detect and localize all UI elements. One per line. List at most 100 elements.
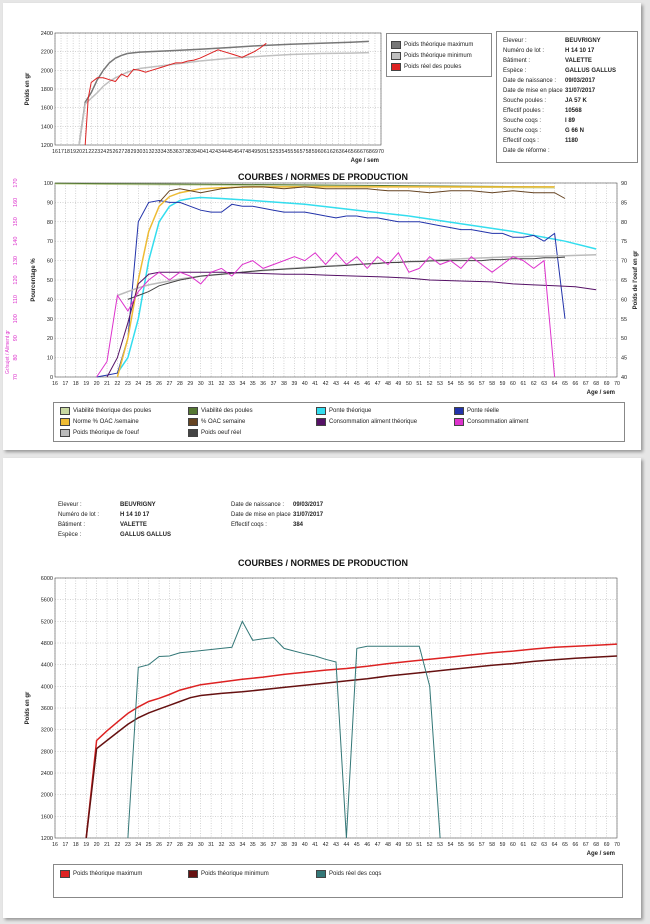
- y-tick-label: 1600: [41, 106, 53, 112]
- x-tick-label: 35: [250, 381, 256, 387]
- legend-swatch: [188, 417, 198, 426]
- x-tick-label: 38: [281, 381, 287, 387]
- info-row: Effectif poules : 10568: [503, 106, 616, 116]
- info-value: G 66 N: [565, 128, 585, 134]
- info-value: GALLUS GALLUS: [120, 532, 171, 538]
- weight-chart-roosters: 16 17 18 19 20 21 22 23 24 25 26 27 28 29 30 31 32 33 34 35…: [25, 576, 620, 857]
- legend-label: Poids théorique maximum: [404, 41, 474, 48]
- series-line: [54, 183, 555, 189]
- x-tick-label: 59: [500, 381, 506, 387]
- info-row: Numéro de lot : H 14 10 17: [58, 510, 171, 520]
- legend-item: Ponte théorique: [316, 406, 371, 415]
- x-tick-label: 27: [167, 381, 173, 387]
- x-tick-label: 34: [239, 842, 245, 848]
- x-tick-label: 44: [344, 842, 350, 848]
- legend-label: Norme % OAC /semaine: [73, 418, 139, 425]
- x-tick-label: 64: [552, 842, 558, 848]
- weight-chart-hens: 16 17 18 19 20 21 22 23 24 25 26 27 28 29 30 31 32 33 34 35…: [5, 31, 639, 396]
- info-key: Bâtiment :: [503, 58, 531, 64]
- x-tick-label: 47: [375, 842, 381, 848]
- x-tick-label: 47: [375, 381, 381, 387]
- right-tick-label: 85: [621, 200, 627, 206]
- x-tick-label: 52: [427, 381, 433, 387]
- series-line: [96, 251, 556, 378]
- info-value: 384: [293, 522, 304, 528]
- info-row: Bâtiment : VALETTE: [503, 56, 616, 66]
- left2-tick-label: 120: [13, 275, 19, 284]
- x-tick-label: 56: [468, 842, 474, 848]
- x-tick-label: 67: [583, 381, 589, 387]
- x-tick-label: 34: [161, 149, 167, 155]
- y-tick-label: 1200: [41, 836, 53, 842]
- x-tick-label: 68: [593, 842, 599, 848]
- x-tick-label: 38: [281, 842, 287, 848]
- left2-tick-label: 110: [13, 295, 19, 304]
- y-axis-title: Poids en gr: [25, 72, 31, 105]
- x-tick-label: 48: [385, 381, 391, 387]
- x-tick-label: 44: [221, 149, 227, 155]
- right-tick-label: 40: [621, 375, 627, 381]
- left2-axis-title: Gr/sujet / Aliment gr: [5, 330, 11, 374]
- y-tick-label: 0: [50, 375, 53, 381]
- x-tick-label: 51: [263, 149, 269, 155]
- y-tick-label: 3600: [41, 706, 53, 712]
- x-tick-label: 49: [396, 381, 402, 387]
- x-tick-label: 45: [354, 381, 360, 387]
- info-row: Bâtiment : VALETTE: [58, 520, 171, 530]
- info-value: 10568: [565, 108, 582, 114]
- info-key: Date de mise en place :: [503, 88, 563, 104]
- info-row: Espèce : GALLUS GALLUS: [503, 66, 616, 76]
- plot-frame: [54, 32, 382, 146]
- x-tick-label: 46: [364, 842, 370, 848]
- y-axis-title: Poids en gr: [25, 691, 31, 724]
- x-tick-label: 69: [604, 381, 610, 387]
- legend-item: Consommation aliment: [454, 417, 528, 426]
- info-value: I 89: [565, 118, 576, 124]
- x-axis-title: Age / sem: [587, 851, 615, 857]
- info-value: GALLUS GALLUS: [565, 68, 616, 74]
- info-key: Effectif coqs :: [503, 138, 539, 144]
- x-tick-label: 43: [215, 149, 221, 155]
- info-key: Espèce :: [58, 532, 82, 538]
- x-tick-label: 67: [360, 149, 366, 155]
- x-tick-label: 52: [269, 149, 275, 155]
- x-tick-label: 49: [251, 149, 257, 155]
- info-value: 09/03/2017: [293, 502, 324, 508]
- legend-item: Viabilité des poules: [188, 406, 253, 415]
- legend-swatch: [60, 406, 70, 415]
- info-key: Numéro de lot :: [58, 512, 100, 518]
- right-tick-label: 75: [621, 239, 627, 245]
- x-tick-label: 36: [260, 381, 266, 387]
- y-tick-label: 2200: [41, 50, 53, 56]
- x-tick-label: 21: [104, 381, 110, 387]
- x-tick-label: 46: [364, 381, 370, 387]
- x-tick-label: 18: [73, 381, 79, 387]
- y-tick-label: 10: [47, 356, 53, 362]
- left2-tick-label: 150: [13, 217, 19, 226]
- legend-swatch: [188, 869, 198, 878]
- x-tick-label: 17: [63, 842, 69, 848]
- right-tick-label: 50: [621, 336, 627, 342]
- x-tick-label: 30: [198, 842, 204, 848]
- x-tick-label: 29: [187, 381, 193, 387]
- left2-tick-label: 90: [13, 335, 19, 341]
- x-tick-label: 31: [208, 842, 214, 848]
- series-line: [78, 40, 369, 146]
- legend-swatch: [316, 417, 326, 426]
- legend-swatch: [316, 406, 326, 415]
- legend-swatch: [454, 406, 464, 415]
- info-row: Date de mise en place :31/07/2017: [231, 510, 323, 528]
- x-tick-label: 57: [479, 842, 485, 848]
- info-key: Bâtiment :: [58, 522, 86, 528]
- x-tick-label: 60: [510, 381, 516, 387]
- x-tick-label: 69: [604, 842, 610, 848]
- x-tick-label: 45: [354, 842, 360, 848]
- x-tick-label: 70: [614, 381, 620, 387]
- series-line: [158, 186, 566, 203]
- x-tick-label: 26: [156, 842, 162, 848]
- left2-tick-label: 100: [13, 314, 19, 323]
- x-axis-title: Age / sem: [587, 390, 615, 396]
- flock-info-left: Eleveur : BEUVRIGNY Numéro de lot : H 14 10…: [58, 500, 171, 540]
- x-tick-label: 64: [342, 149, 348, 155]
- info-row: Eleveur : BEUVRIGNY: [503, 36, 616, 46]
